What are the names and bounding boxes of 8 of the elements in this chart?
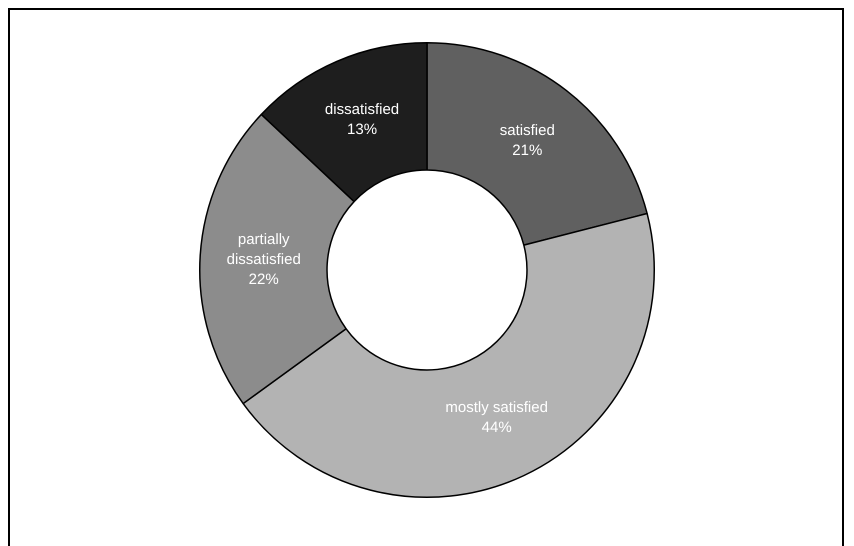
slice-label: partially dissatisfied — [226, 230, 301, 268]
data-label: 22% — [248, 270, 279, 288]
slice-label: satisfied — [500, 122, 555, 139]
slice-label: mostly satisfied — [445, 399, 548, 416]
slice-label: dissatisfied — [324, 100, 400, 118]
data-label: 13% — [347, 120, 378, 138]
data-label: 44% — [482, 419, 512, 436]
data-label: 21% — [512, 142, 542, 159]
